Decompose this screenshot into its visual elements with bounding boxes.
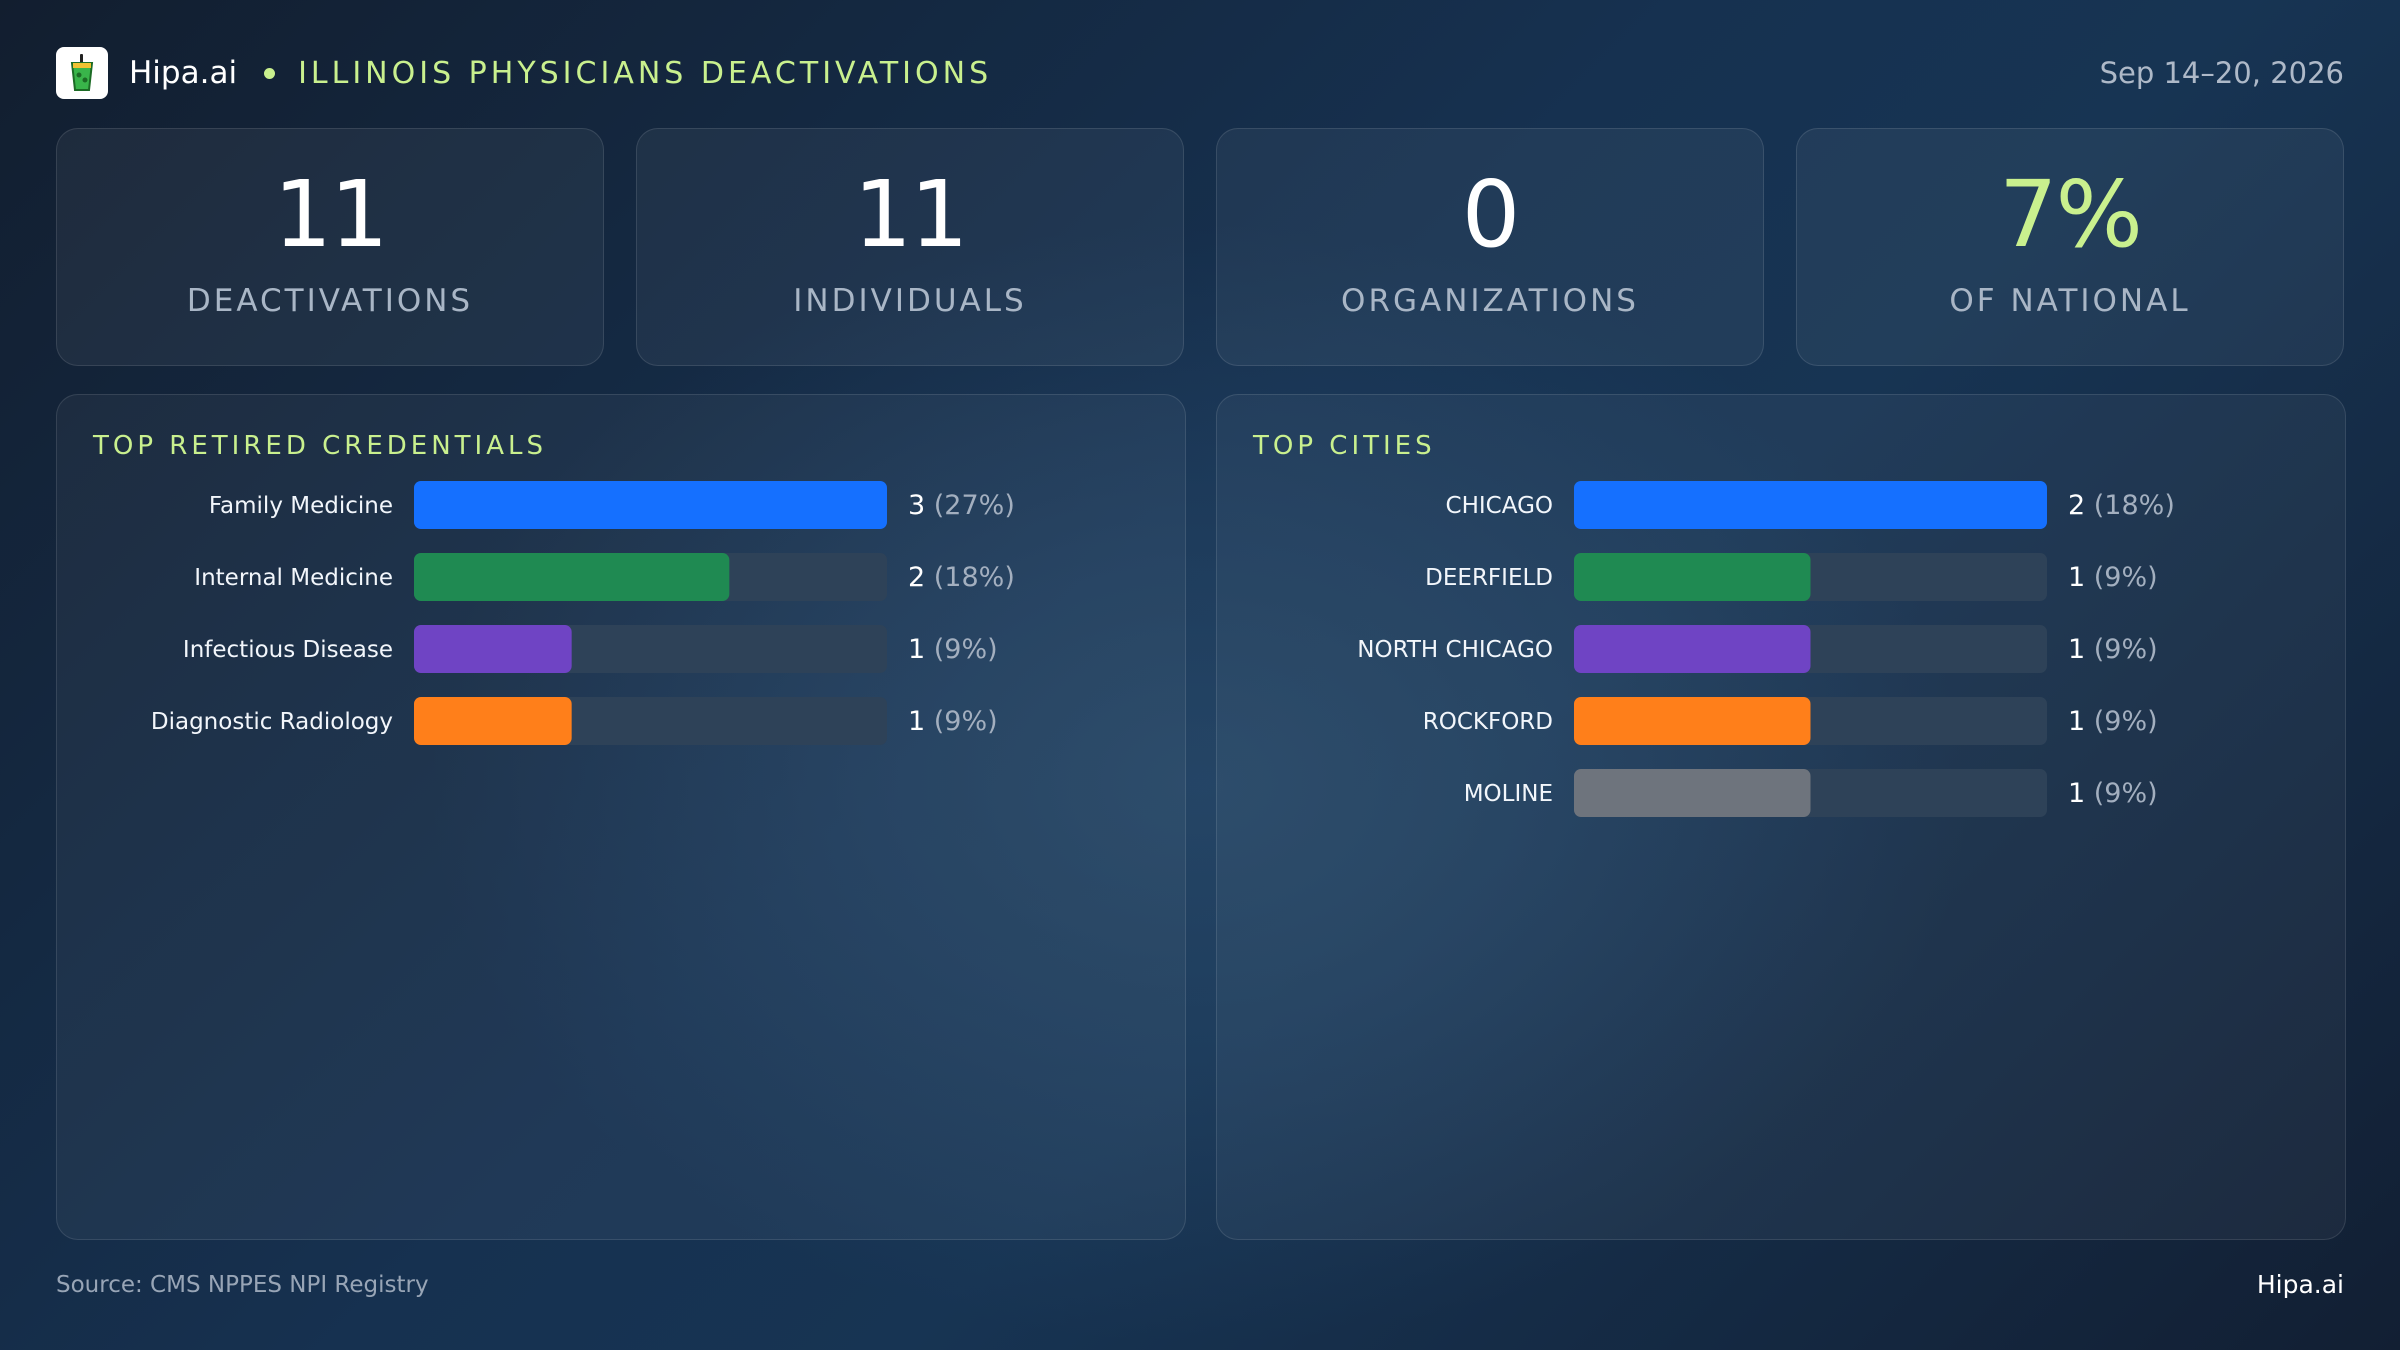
bar-percent: (9%) xyxy=(2085,706,2157,737)
credentials-bar-chart: Family Medicine 3 (27%) Internal Medicine 2… xyxy=(151,481,1015,745)
bar-value: 2 xyxy=(2068,490,2085,521)
bar-percent: (18%) xyxy=(2085,490,2175,521)
bar-label: MOLINE xyxy=(1464,781,1553,807)
bar-percent: (27%) xyxy=(925,490,1015,521)
bar xyxy=(1574,697,1811,745)
bar-value-label: 1 (9%) xyxy=(2068,634,2158,665)
bar-label: Infectious Disease xyxy=(183,637,393,663)
bar-value: 1 xyxy=(2068,634,2085,665)
bar-value: 1 xyxy=(908,706,925,737)
bar-value-label: 2 (18%) xyxy=(908,562,1015,593)
bar xyxy=(414,553,730,601)
kpi-label: OF NATIONAL xyxy=(1949,283,2191,319)
bar-label: Internal Medicine xyxy=(194,565,393,591)
bar xyxy=(414,697,572,745)
footer-brand: Hipa.ai xyxy=(2256,1270,2344,1299)
bar-percent: (9%) xyxy=(925,706,997,737)
bar xyxy=(1574,625,1811,673)
drink-cup-icon xyxy=(70,54,94,91)
header: Hipa.ai ILLINOIS PHYSICIANS DEACTIVATION… xyxy=(56,46,2344,100)
bar-value: 1 xyxy=(2068,778,2085,809)
bar-value-label: 1 (9%) xyxy=(2068,778,2158,809)
panel-title: TOP RETIRED CREDENTIALS xyxy=(93,431,547,461)
kpi-value: 11 xyxy=(853,161,968,268)
kpi-card-national-share: 7% OF NATIONAL xyxy=(1796,128,2344,366)
bar-percent: (9%) xyxy=(925,634,997,665)
bar xyxy=(1574,481,2047,529)
kpi-value: 11 xyxy=(273,161,388,268)
kpi-card-organizations: 0 ORGANIZATIONS xyxy=(1216,128,1764,366)
bar-percent: (9%) xyxy=(2085,778,2157,809)
bar-percent: (9%) xyxy=(2085,634,2157,665)
cities-panel: TOP CITIES CHICAGO 2 (18%) DEERFIELD 1 (9%)… xyxy=(1216,394,2346,1240)
source-note: Source: CMS NPPES NPI Registry xyxy=(56,1272,429,1298)
bar-label: DEERFIELD xyxy=(1425,565,1553,591)
kpi-label: ORGANIZATIONS xyxy=(1341,283,1639,319)
kpi-card-deactivations: 11 DEACTIVATIONS xyxy=(56,128,604,366)
logo xyxy=(56,47,108,99)
bar xyxy=(414,625,572,673)
bar-value: 3 xyxy=(908,490,925,521)
bar-value: 1 xyxy=(2068,706,2085,737)
bar xyxy=(414,481,887,529)
bar-label: CHICAGO xyxy=(1446,493,1553,519)
kpi-card-individuals: 11 INDIVIDUALS xyxy=(636,128,1184,366)
credentials-panel: TOP RETIRED CREDENTIALS Family Medicine 3… xyxy=(56,394,1186,1240)
bar-value-label: 1 (9%) xyxy=(908,706,998,737)
bar-label: Diagnostic Radiology xyxy=(151,709,393,735)
kpi-value: 7% xyxy=(1999,161,2143,268)
date-range: Sep 14–20, 2026 xyxy=(2099,56,2344,90)
cities-bar-chart: CHICAGO 2 (18%) DEERFIELD 1 (9%) NORTH CHICA… xyxy=(1357,481,2175,817)
kpi-label: INDIVIDUALS xyxy=(793,283,1027,319)
bar-value-label: 2 (18%) xyxy=(2068,490,2175,521)
bar-value: 1 xyxy=(908,634,925,665)
bar-value-label: 1 (9%) xyxy=(2068,706,2158,737)
bar-value-label: 1 (9%) xyxy=(2068,562,2158,593)
report-title: ILLINOIS PHYSICIANS DEACTIVATIONS xyxy=(298,55,993,91)
bar-value-label: 1 (9%) xyxy=(908,634,998,665)
kpi-label: DEACTIVATIONS xyxy=(186,283,474,319)
separator-dot xyxy=(264,67,276,79)
bar-label: Family Medicine xyxy=(209,493,393,519)
bar-label: ROCKFORD xyxy=(1423,709,1553,735)
brand-name: Hipa.ai xyxy=(129,55,238,91)
bar-label: NORTH CHICAGO xyxy=(1357,637,1553,663)
panel-title: TOP CITIES xyxy=(1253,431,1436,461)
bar xyxy=(1574,769,1811,817)
bar-percent: (18%) xyxy=(925,562,1015,593)
bar xyxy=(1574,553,1811,601)
bar-value: 1 xyxy=(2068,562,2085,593)
bar-percent: (9%) xyxy=(2085,562,2157,593)
bar-value-label: 3 (27%) xyxy=(908,490,1015,521)
kpi-row: 11 DEACTIVATIONS 11 INDIVIDUALS 0 ORGANI… xyxy=(56,128,2344,366)
bar-value: 2 xyxy=(908,562,925,593)
kpi-value: 0 xyxy=(1461,161,1521,268)
